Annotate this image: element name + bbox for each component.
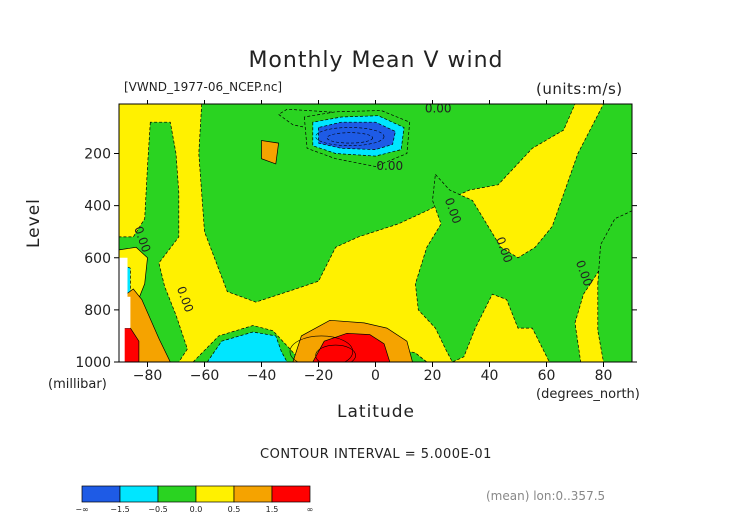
x-tick-label: 0 [371, 368, 380, 384]
missing-data-region-0 [119, 257, 131, 362]
x-axis-units: (degrees_north) [536, 387, 640, 402]
x-axis-label: Latitude [337, 402, 415, 422]
colorbar-swatch [119, 485, 159, 503]
colorbar-label: −0.5 [148, 505, 167, 514]
contour-region-11 [206, 331, 288, 362]
contour-label-0: 0.00 [425, 102, 452, 116]
contour-region-14 [312, 332, 391, 362]
y-axis-units: (millibar) [48, 377, 107, 392]
colorbar-label: ∞ [307, 505, 314, 514]
colorbar-label: −∞ [75, 505, 88, 514]
x-tick-label: −80 [133, 368, 163, 384]
colorbar-label: 0.5 [228, 505, 241, 514]
colorbar-swatch [271, 485, 311, 503]
colorbar-label: 0.0 [190, 505, 203, 514]
contour-region-0 [198, 104, 576, 303]
neg-contour-ring-0 [315, 127, 385, 146]
y-tick-label: 400 [84, 199, 111, 215]
colorbar-label: 1.5 [266, 505, 279, 514]
colorbar-swatch [195, 485, 235, 503]
contour-ring-0 [289, 335, 353, 362]
contour-region-10 [318, 121, 396, 150]
contour-region-17 [261, 140, 279, 165]
colorbar-swatch [81, 485, 121, 503]
contour-region-4 [597, 210, 632, 362]
file-label: [VWND_1977-06_NCEP.nc] [124, 80, 283, 94]
chart-title: Monthly Mean V wind [248, 48, 504, 73]
x-tick-label: 40 [481, 368, 499, 384]
neg-contour-ring-1 [326, 132, 373, 144]
x-tick-label: −40 [247, 368, 277, 384]
y-tick-label: 600 [84, 251, 111, 267]
x-tick-label: −60 [190, 368, 220, 384]
footer-mean-lon: (mean) lon:0..357.5 [486, 489, 606, 503]
contour-region-3 [415, 104, 632, 362]
y-tick-label: 200 [84, 147, 111, 163]
x-tick-label: 20 [424, 368, 442, 384]
plot-area: 0.000.000.000.000.000.000.00 [119, 102, 632, 362]
x-tick-label: 60 [538, 368, 556, 384]
units-label: (units:m/s) [536, 80, 623, 98]
contour-ring-1 [315, 344, 356, 362]
contour-label-1: 0.00 [376, 159, 403, 173]
contour-interval-label: CONTOUR INTERVAL = 5.000E-01 [260, 447, 492, 462]
colorbar-label: −1.5 [110, 505, 129, 514]
colorbar-swatch [233, 485, 273, 503]
y-tick-label: 1000 [75, 355, 111, 371]
x-tick-label: 80 [595, 368, 613, 384]
colorbar-swatch [157, 485, 197, 503]
x-tick-label: −20 [304, 368, 334, 384]
y-tick-label: 800 [84, 303, 111, 319]
